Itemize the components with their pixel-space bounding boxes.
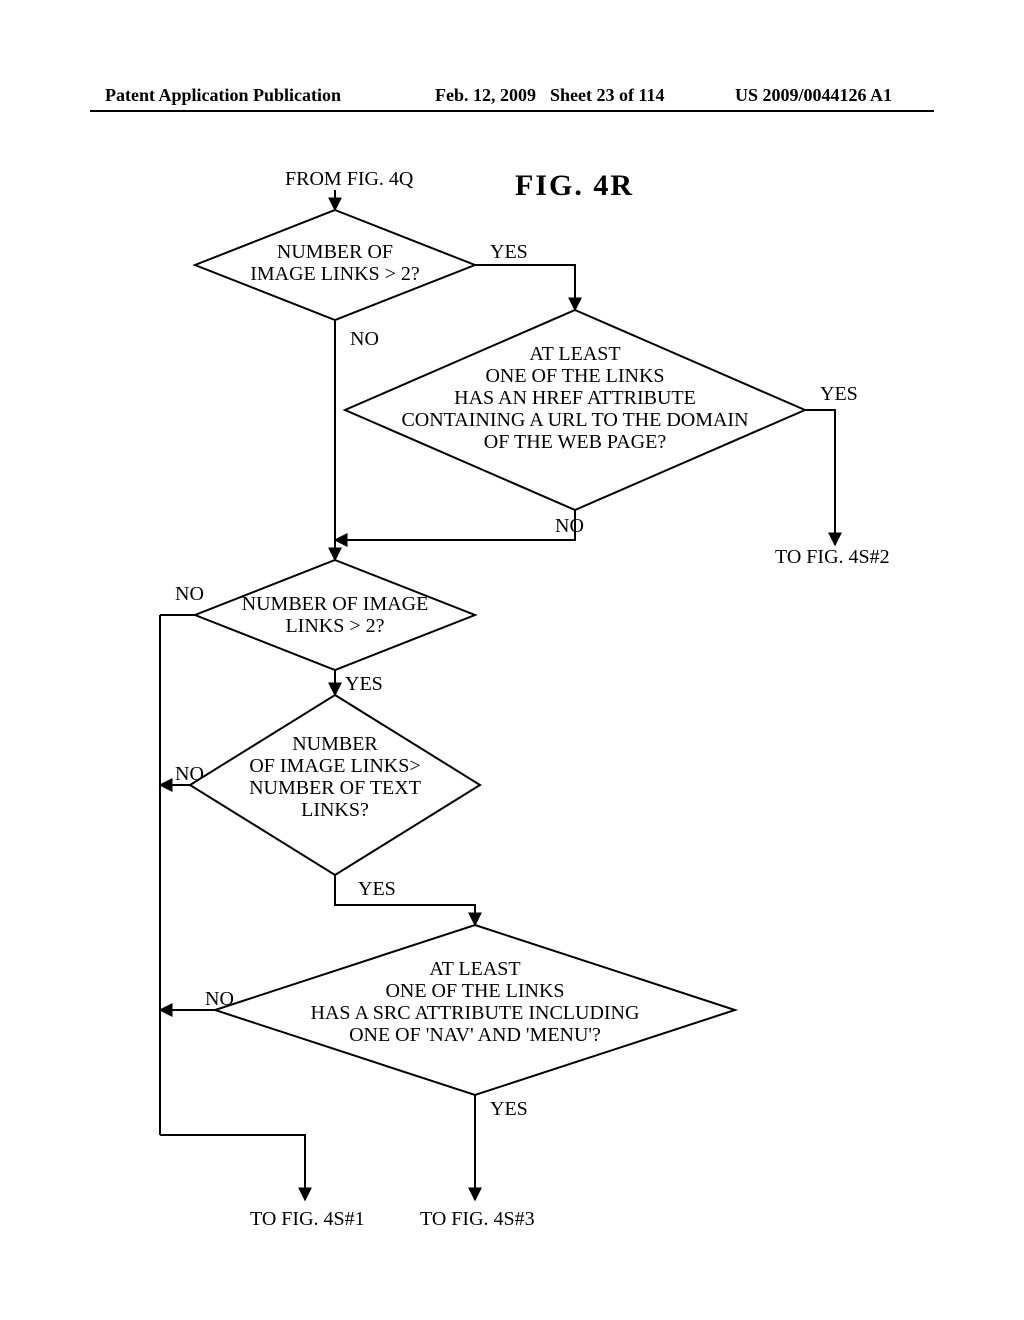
d2-no: NO: [555, 515, 584, 537]
flow: [805, 410, 835, 545]
d2-line2: ONE OF THE LINKS: [485, 365, 664, 387]
d4-line2: OF IMAGE LINKS>: [249, 755, 420, 777]
d1-line2: IMAGE LINKS > 2?: [250, 263, 420, 285]
d2-line3: HAS AN HREF ATTRIBUTE: [454, 387, 696, 409]
flow: [335, 510, 575, 540]
d3-yes: YES: [345, 673, 383, 695]
d3-line1: NUMBER OF IMAGE: [242, 593, 429, 615]
d2-line4: CONTAINING A URL TO THE DOMAIN: [401, 409, 748, 431]
exit-bottom-mid: TO FIG. 4S#3: [420, 1208, 535, 1230]
flow: [475, 265, 575, 310]
entry-label: FROM FIG. 4Q: [285, 168, 414, 190]
d1-yes: YES: [490, 241, 528, 263]
d1-no: NO: [350, 328, 379, 350]
exit-right: TO FIG. 4S#2: [775, 546, 890, 568]
flowchart: FIG. 4R FROM FIG. 4Q NUMBER OF IMAGE LIN…: [0, 0, 1024, 1320]
exit-bottom-left: TO FIG. 4S#1: [250, 1208, 365, 1230]
d3-line2: LINKS > 2?: [285, 615, 384, 637]
d2-yes: YES: [820, 383, 858, 405]
d4-line1: NUMBER: [292, 733, 378, 755]
flow: [335, 875, 475, 925]
d4-yes: YES: [358, 878, 396, 900]
d5-line4: ONE OF 'NAV' AND 'MENU'?: [349, 1024, 601, 1046]
d4-line3: NUMBER OF TEXT: [249, 777, 421, 799]
d2-line5: OF THE WEB PAGE?: [484, 431, 667, 453]
figure-label: FIG. 4R: [515, 169, 634, 202]
d5-no: NO: [205, 988, 234, 1010]
d3-no: NO: [175, 583, 204, 605]
flow: [160, 1135, 305, 1200]
d5-line3: HAS A SRC ATTRIBUTE INCLUDING: [311, 1002, 640, 1024]
d2-line1: AT LEAST: [529, 343, 620, 365]
d5-line1: AT LEAST: [429, 958, 520, 980]
d4-line4: LINKS?: [301, 799, 369, 821]
d1-line1: NUMBER OF: [277, 241, 393, 263]
d5-yes: YES: [490, 1098, 528, 1120]
d4-no: NO: [175, 763, 204, 785]
d5-line2: ONE OF THE LINKS: [385, 980, 564, 1002]
